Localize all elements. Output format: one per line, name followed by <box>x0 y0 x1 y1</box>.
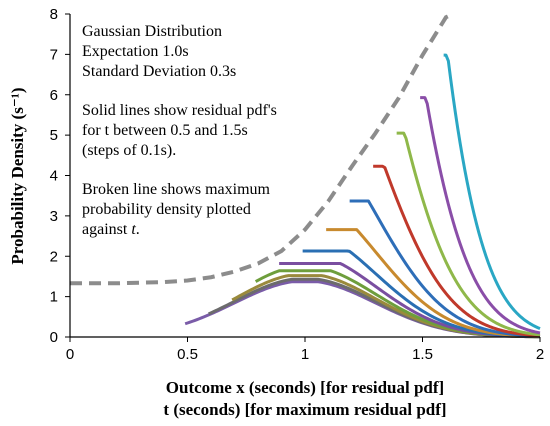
y-tick-label: 3 <box>50 208 58 225</box>
residual-pdf-line-t1-3 <box>373 164 541 338</box>
x-tick-label: 0 <box>66 346 74 363</box>
annotation-line1: Gaussian Distribution <box>82 23 222 40</box>
y-tick-label: 7 <box>50 46 58 63</box>
x-axis-title-line1: Outcome x (seconds) [for residual pdf] <box>166 378 444 397</box>
annotation-line9-prefix: against <box>82 221 131 238</box>
residual-pdf-line-t1-2 <box>349 199 541 338</box>
y-tick-label: 4 <box>50 168 58 185</box>
annotation-line2: Expectation 1.0s <box>82 43 189 60</box>
x-tick-label: 1.5 <box>412 346 433 363</box>
maximum-density-broken-line <box>70 12 454 286</box>
y-tick-label: 1 <box>50 289 58 306</box>
y-tick-label: 5 <box>50 127 58 144</box>
annotation-line8: probability density plotted <box>82 201 251 218</box>
residual-pdf-line-t1-6 <box>443 53 541 330</box>
y-tick-label: 2 <box>50 248 58 265</box>
residual-pdf-line-t1-4 <box>396 131 541 337</box>
annotation-line4: Solid lines show residual pdf's <box>82 102 277 119</box>
y-axis-title: Probability Density (s⁻¹) <box>8 87 27 264</box>
annotation-line5: for t between 0.5 and 1.5s <box>82 122 248 139</box>
annotation-line9-suffix: . <box>136 221 140 238</box>
annotation-line9: against t. <box>82 221 140 238</box>
annotation-line3: Standard Deviation 0.3s <box>82 63 236 80</box>
residual-pdf-line-t1-5 <box>420 96 541 335</box>
x-tick-label: 0.5 <box>177 346 198 363</box>
y-tick-label: 6 <box>50 87 58 104</box>
x-axis-title-line2: t (seconds) [for maximum residual pdf] <box>163 400 446 419</box>
annotation-line9-italic: t <box>131 221 136 238</box>
y-tick-label: 8 <box>50 6 58 23</box>
annotation-line6: (steps of 0.1s). <box>82 142 176 159</box>
annotation-block: Gaussian Distribution Expectation 1.0s S… <box>82 23 277 238</box>
curve-layer <box>70 12 541 339</box>
tick-layer: 0 0.5 1 1.5 2 0 1 2 3 4 5 6 7 8 <box>50 6 545 363</box>
annotation-line7: Broken line shows maximum <box>82 181 271 198</box>
x-tick-label: 2 <box>536 346 544 363</box>
x-tick-label: 1 <box>301 346 309 363</box>
y-tick-label: 0 <box>50 329 58 346</box>
